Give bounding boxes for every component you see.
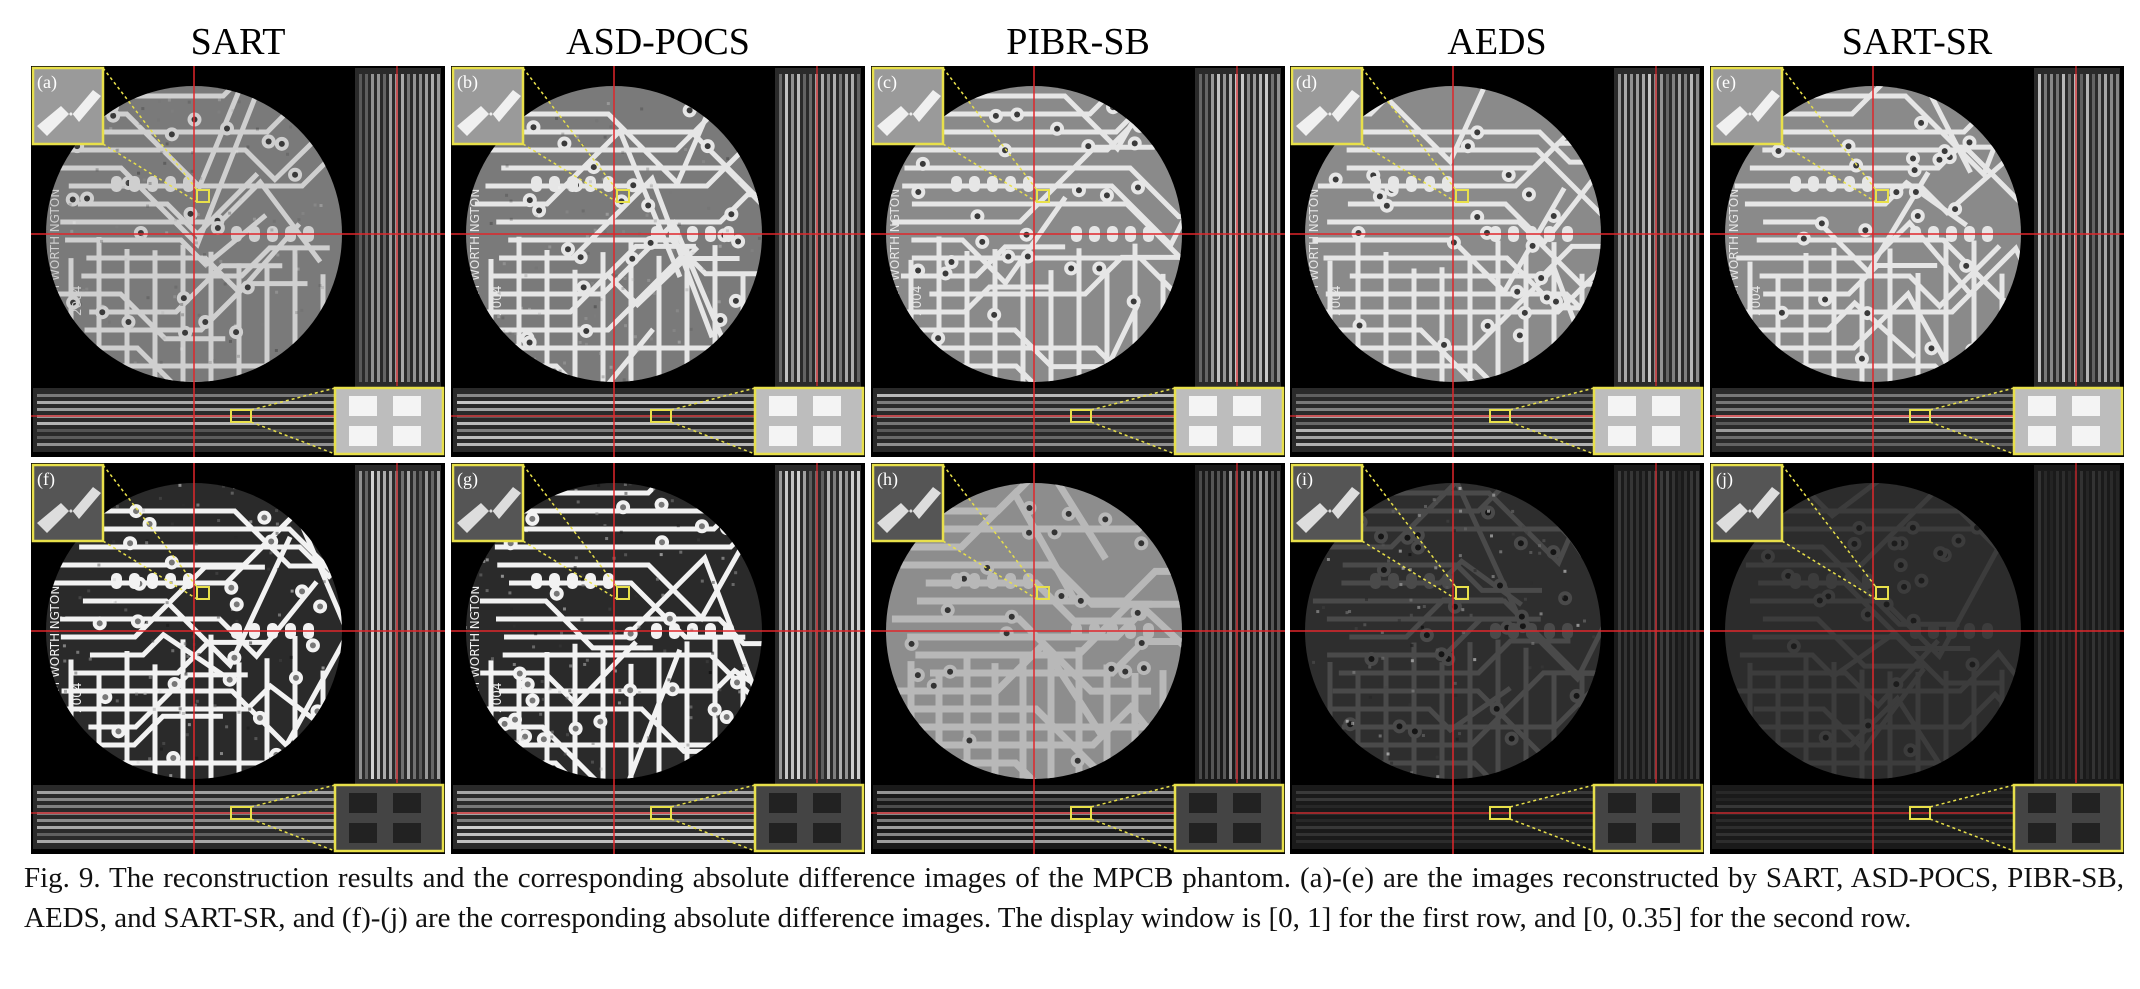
roi-marker xyxy=(1036,586,1050,600)
roi-marker xyxy=(616,189,630,203)
phantom-label: TIM WORTHINGTON xyxy=(468,189,482,307)
phantom-label: TIM WORTHINGTON xyxy=(1727,189,1741,307)
panel-label: (a) xyxy=(37,72,57,93)
panel-i: (i) xyxy=(1290,463,1704,854)
panel-a: TIM WORTHINGTON 2004 (a) xyxy=(31,66,445,457)
phantom-label: TIM WORTHINGTON xyxy=(48,189,62,307)
phantom-label: TIM WORTHINGTON xyxy=(48,586,62,704)
panel-f: TIM WORTHINGTON 2004 (f) xyxy=(31,463,445,854)
sagittal-view xyxy=(1614,465,1700,785)
roi-marker xyxy=(196,189,210,203)
sagittal-view xyxy=(1195,465,1281,785)
coronal-view xyxy=(33,388,339,452)
sagittal-view xyxy=(1614,68,1700,388)
panel-label: (b) xyxy=(457,72,478,93)
phantom-year: 2004 xyxy=(1749,285,1763,316)
panel-label: (e) xyxy=(1716,72,1736,93)
panel-label: (i) xyxy=(1296,469,1313,490)
reconstruction-image: (j) xyxy=(1710,463,2124,854)
panel-d: TIM WORTHINGTON 2004 (d) xyxy=(1290,66,1704,457)
panel-label: (c) xyxy=(877,72,897,93)
reconstruction-image: TIM WORTHINGTON 2004 (a) xyxy=(31,66,445,457)
column-title-pibr-sb: PIBR-SB xyxy=(1006,21,1150,63)
roi-marker xyxy=(196,586,210,600)
coronal-view xyxy=(453,388,759,452)
phantom-year: 2004 xyxy=(910,285,924,316)
coronal-view xyxy=(1712,785,2018,849)
column-title-sart: SART xyxy=(190,21,286,63)
sagittal-view xyxy=(355,465,441,785)
roi-marker xyxy=(616,586,630,600)
coronal-view xyxy=(1712,388,2018,452)
roi-marker xyxy=(1036,189,1050,203)
coronal-view xyxy=(453,785,759,849)
coronal-view xyxy=(1292,388,1598,452)
phantom-year: 2004 xyxy=(490,682,504,713)
roi-marker xyxy=(1455,586,1469,600)
panel-label: (g) xyxy=(457,469,478,490)
sagittal-view xyxy=(2034,68,2120,388)
reconstruction-image: (h) xyxy=(871,463,1285,854)
reconstruction-image: TIM WORTHINGTON 2004 (e) xyxy=(1710,66,2124,457)
phantom-label: TIM WORTHINGTON xyxy=(468,586,482,704)
sagittal-view xyxy=(1195,68,1281,388)
panel-label: (d) xyxy=(1296,72,1317,93)
roi-marker xyxy=(1875,189,1889,203)
reconstruction-image: TIM WORTHINGTON 2004 (g) xyxy=(451,463,865,854)
caption-text: Fig. 9. The reconstruction results and t… xyxy=(24,862,2124,934)
panel-c: TIM WORTHINGTON 2004 (c) xyxy=(871,66,1285,457)
coronal-view xyxy=(873,785,1179,849)
phantom-year: 2004 xyxy=(1329,285,1343,316)
phantom-label: TIM WORTHINGTON xyxy=(1307,189,1321,307)
reconstruction-image: TIM WORTHINGTON 2004 (b) xyxy=(451,66,865,457)
coronal-view xyxy=(33,785,339,849)
column-title-sart-sr: SART-SR xyxy=(1841,21,1993,63)
panel-label: (h) xyxy=(877,469,898,490)
sagittal-view xyxy=(775,465,861,785)
phantom-year: 2004 xyxy=(490,285,504,316)
reconstruction-image: TIM WORTHINGTON 2004 (d) xyxy=(1290,66,1704,457)
roi-marker xyxy=(1875,586,1889,600)
panel-h: (h) xyxy=(871,463,1285,854)
panel-j: (j) xyxy=(1710,463,2124,854)
panel-label: (f) xyxy=(37,469,55,490)
coronal-view xyxy=(1292,785,1598,849)
phantom-label: TIM WORTHINGTON xyxy=(888,189,902,307)
panel-g: TIM WORTHINGTON 2004 (g) xyxy=(451,463,865,854)
panel-e: TIM WORTHINGTON 2004 (e) xyxy=(1710,66,2124,457)
reconstruction-image: (i) xyxy=(1290,463,1704,854)
panel-label: (j) xyxy=(1716,469,1733,490)
sagittal-view xyxy=(775,68,861,388)
coronal-view xyxy=(873,388,1179,452)
roi-marker xyxy=(1455,189,1469,203)
reconstruction-image: TIM WORTHINGTON 2004 (f) xyxy=(31,463,445,854)
column-title-aeds: AEDS xyxy=(1447,21,1547,63)
reconstruction-image: TIM WORTHINGTON 2004 (c) xyxy=(871,66,1285,457)
phantom-year: 2004 xyxy=(70,285,84,316)
phantom-year: 2004 xyxy=(70,682,84,713)
sagittal-view xyxy=(355,68,441,388)
column-title-asd-pocs: ASD-POCS xyxy=(566,21,750,63)
sagittal-view xyxy=(2034,465,2120,785)
figure-caption: Fig. 9. The reconstruction results and t… xyxy=(24,858,2124,938)
panel-b: TIM WORTHINGTON 2004 (b) xyxy=(451,66,865,457)
